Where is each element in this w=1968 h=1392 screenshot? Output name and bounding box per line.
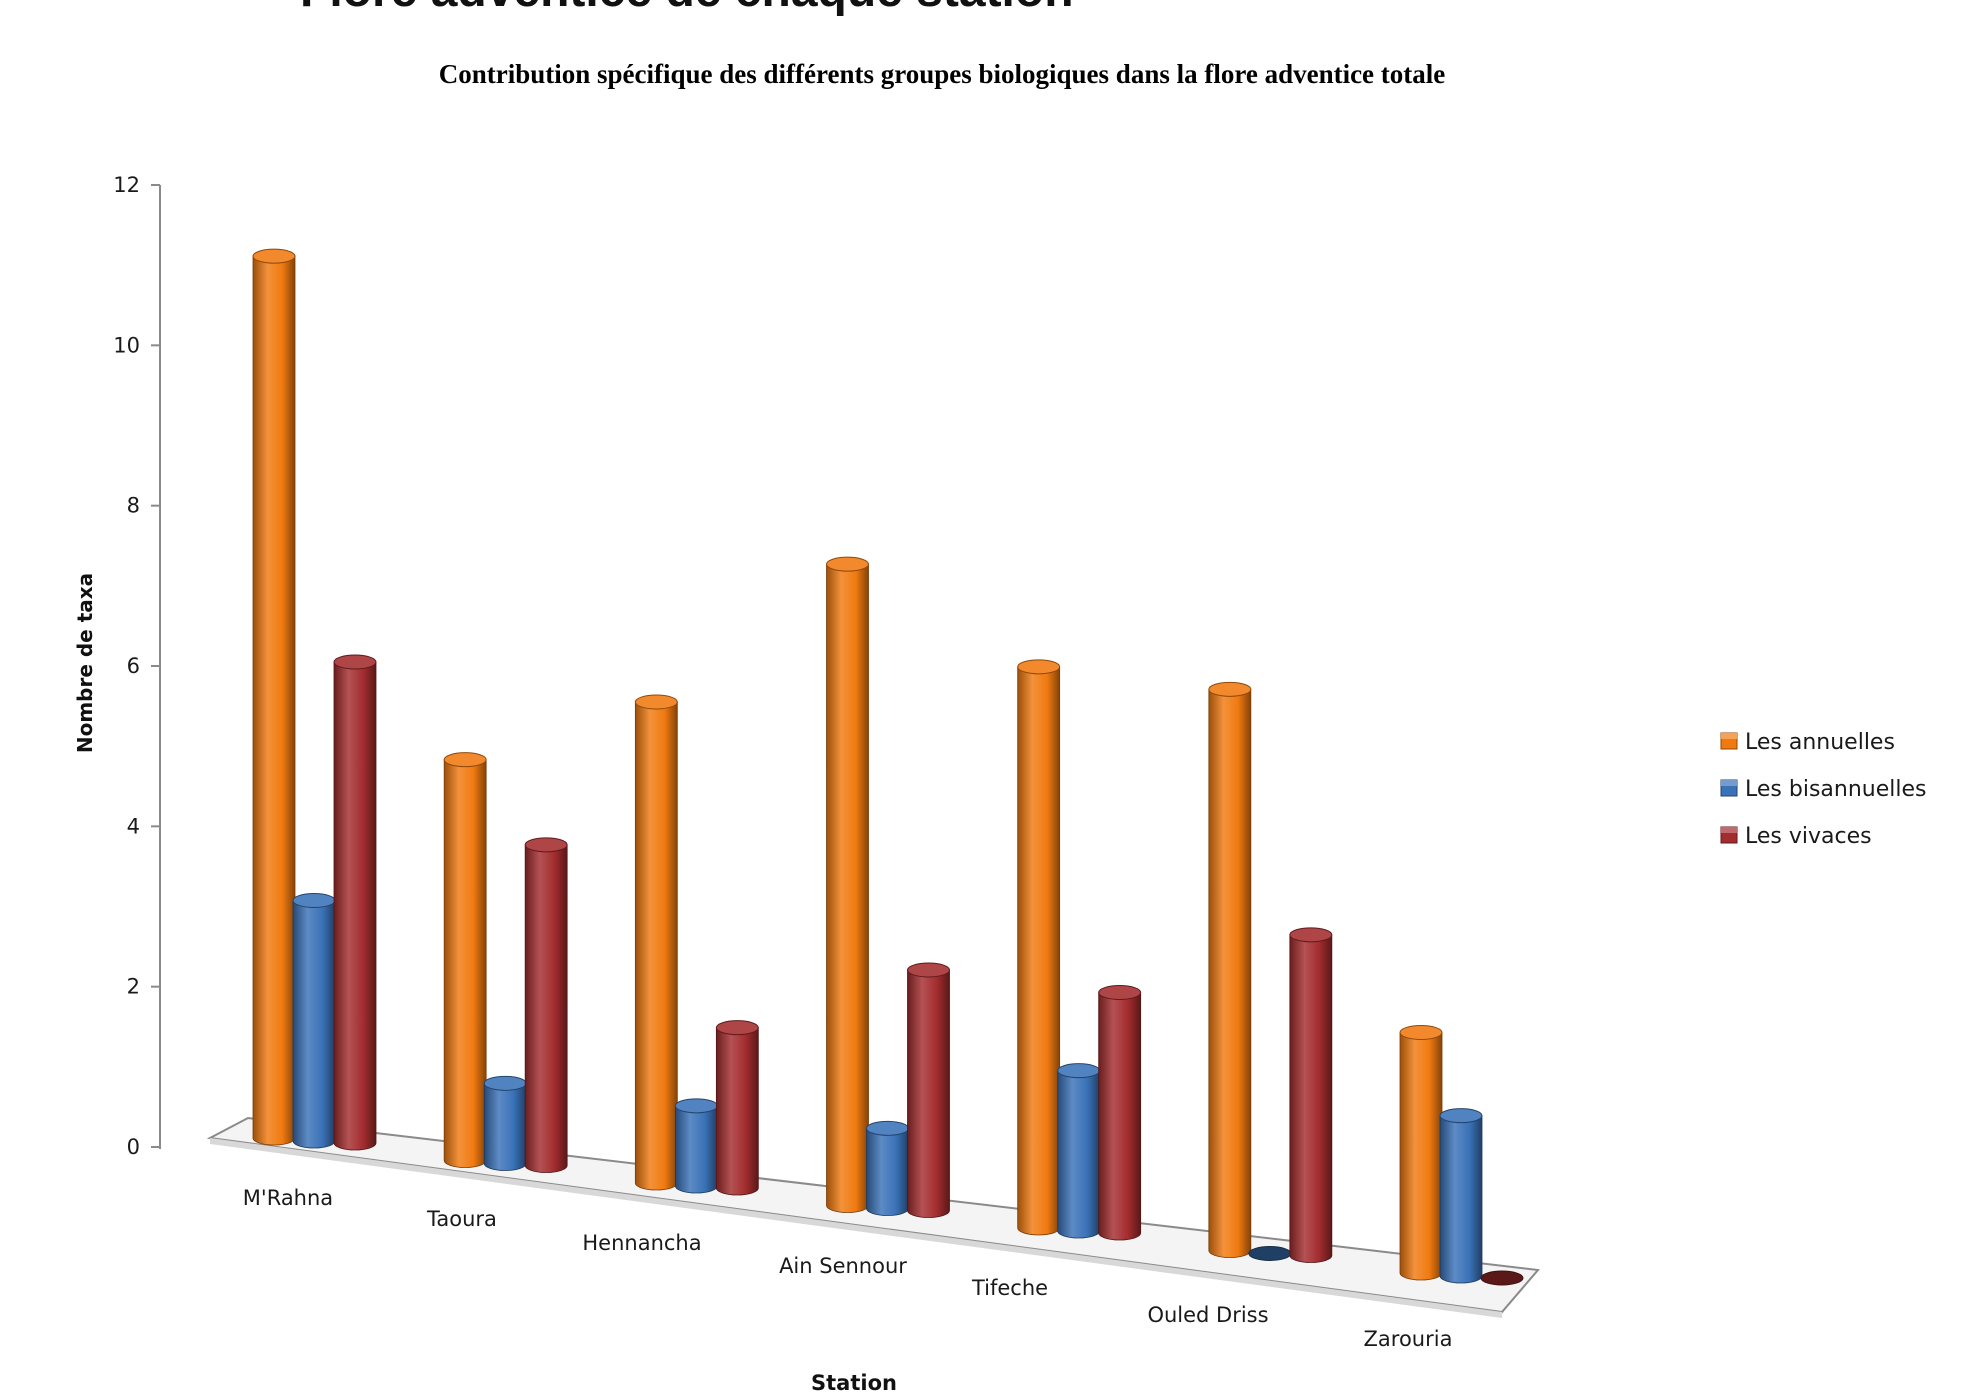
bar	[1017, 659, 1061, 1236]
bar	[1399, 1025, 1443, 1281]
bar	[252, 248, 296, 1146]
bar	[524, 837, 568, 1173]
y-tick-label: 12	[113, 173, 140, 197]
legend-swatch	[1720, 779, 1738, 797]
bar	[443, 752, 487, 1168]
x-tick-label: Ouled Driss	[1147, 1303, 1268, 1327]
bar	[1439, 1108, 1483, 1284]
x-tick-label: Hennancha	[582, 1231, 701, 1255]
bar	[634, 694, 678, 1191]
bars	[252, 248, 1524, 1286]
page-heading: Flore adventice de chaque station	[300, 0, 1074, 17]
chart-title: Contribution spécifique des différents g…	[439, 59, 1446, 89]
x-tick-label: Taoura	[426, 1207, 497, 1231]
bar	[483, 1075, 527, 1171]
y-axis-label: Nombre de taxa	[73, 573, 97, 753]
legend-label: Les vivaces	[1745, 824, 1872, 849]
x-axis-categories: M'Rahna Taoura Hennancha Ain Sennour Tifeche…	[243, 1186, 1453, 1351]
bar	[1098, 985, 1142, 1241]
x-axis-label: Station	[811, 1371, 897, 1392]
y-tick-label: 2	[127, 975, 140, 999]
bar	[674, 1098, 718, 1194]
bar	[1057, 1063, 1101, 1239]
bar	[333, 654, 377, 1151]
legend-swatch	[1720, 732, 1738, 750]
legend-swatch	[1720, 826, 1738, 844]
legend-label: Les annuelles	[1745, 730, 1895, 755]
bar	[292, 893, 336, 1149]
bar	[826, 556, 869, 1213]
y-tick-label: 0	[127, 1135, 140, 1159]
x-tick-label: M'Rahna	[243, 1186, 333, 1210]
bar	[1289, 927, 1333, 1263]
legend-label: Les bisannuelles	[1745, 777, 1926, 802]
y-tick-label: 8	[127, 494, 140, 518]
y-axis: 0 2 4 6 8 10 12	[113, 173, 161, 1159]
y-tick-label: 10	[113, 333, 140, 357]
y-tick-label: 4	[127, 814, 140, 838]
bar	[715, 1020, 759, 1196]
legend: Les annuelles Les bisannuelles Les vivaces	[1720, 730, 1926, 849]
x-tick-label: Zarouria	[1364, 1327, 1453, 1351]
bar	[907, 962, 950, 1218]
bar	[1480, 1270, 1524, 1286]
bar	[1208, 681, 1252, 1258]
x-tick-label: Tifeche	[971, 1276, 1048, 1300]
bar	[1248, 1246, 1292, 1261]
y-tick-label: 6	[127, 654, 140, 678]
bar	[866, 1120, 909, 1216]
x-tick-label: Ain Sennour	[779, 1254, 907, 1278]
